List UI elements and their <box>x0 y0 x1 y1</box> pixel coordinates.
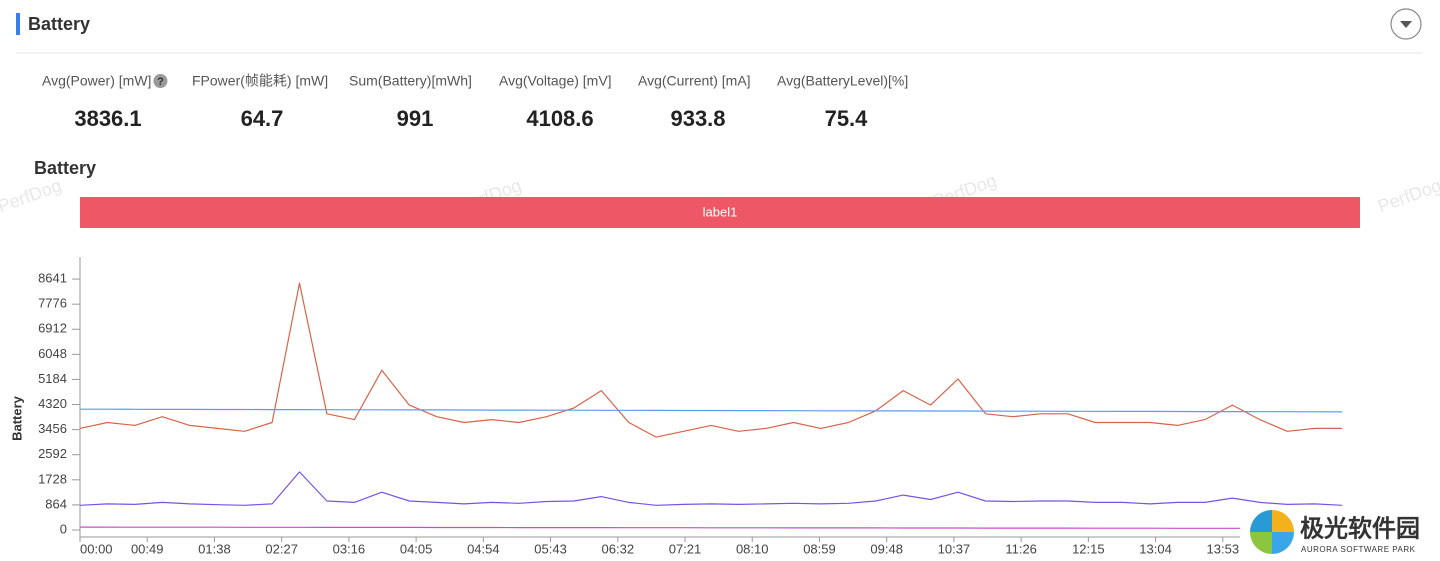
logo-tagline: AURORA SOFTWARE PARK <box>1301 545 1416 554</box>
stats: Avg(Power) [mW] 3836.1? FPower(帧能耗) [mW] 64… <box>42 73 908 131</box>
x-tick-label: 00:00 <box>80 541 113 556</box>
label-band <box>80 197 1360 228</box>
x-tick-label: 02:27 <box>265 541 298 556</box>
y-tick-label: 6912 <box>38 321 67 336</box>
stat-label: Avg(Current) [mA] <box>638 73 751 89</box>
logo-name: 极光软件园 <box>1300 514 1420 542</box>
stat-label: FPower(帧能耗) [mW] <box>192 73 328 89</box>
y-tick-label: 5184 <box>38 371 67 386</box>
x-tick-label: 05:43 <box>534 541 567 556</box>
stat-label: Avg(BatteryLevel)[%] <box>777 73 908 89</box>
y-tick-label: 1728 <box>38 471 67 486</box>
x-tick-label: 03:16 <box>333 541 366 556</box>
stat-label: Sum(Battery)[mWh] <box>349 73 472 89</box>
stat-label: Avg(Voltage) [mV] <box>499 73 612 89</box>
logo-piece <box>1250 532 1272 554</box>
stat-value: 991 <box>397 106 434 131</box>
x-tick-label: 08:59 <box>803 541 836 556</box>
logo-piece <box>1272 510 1294 532</box>
series-line <box>80 408 1343 413</box>
watermark: PerfDog <box>0 175 64 216</box>
x-tick-label: 13:04 <box>1139 541 1172 556</box>
chart-title: Battery <box>34 158 96 178</box>
y-tick-label: 2592 <box>38 446 67 461</box>
logo: 极光软件园 AURORA SOFTWARE PARK <box>1240 506 1440 561</box>
x-tick-label: 04:05 <box>400 541 433 556</box>
chart: label1 Battery 0 864 1728 2592 3456 4320 5184 604… <box>9 197 1360 556</box>
y-axis-label: Battery <box>9 395 24 441</box>
stat-value: 75.4 <box>825 106 869 131</box>
stat-value: 64.7 <box>241 106 284 131</box>
panel-title: Battery <box>28 14 90 34</box>
series-line <box>79 471 1343 506</box>
x-tick-label: 11:26 <box>1005 541 1037 556</box>
x-tick-label: 04:54 <box>467 541 500 556</box>
stat-value: 4108.6 <box>526 106 593 131</box>
collapse-arrow[interactable] <box>1400 21 1412 28</box>
x-tick-label: 01:38 <box>198 541 231 556</box>
x-tick-label: 08:10 <box>736 541 769 556</box>
stat-value: 933.8 <box>670 106 725 131</box>
x-tick-label: 09:48 <box>870 541 903 556</box>
y-tick-label: 6048 <box>38 346 67 361</box>
x-tick-label: 13:53 <box>1207 541 1240 556</box>
y-tick-label: 0 <box>60 521 67 536</box>
series-line <box>79 282 1343 438</box>
title-accent <box>16 13 20 35</box>
collapse-button[interactable] <box>1390 8 1422 40</box>
y-tick-label: 864 <box>45 496 67 511</box>
logo-piece <box>1272 532 1294 554</box>
help-icon <box>153 74 168 88</box>
y-tick-label: 3456 <box>38 421 67 436</box>
x-tick-label: 12:15 <box>1072 541 1105 556</box>
stat-label: Avg(Power) [mW] <box>42 73 151 89</box>
label-band-text: label1 <box>703 204 738 219</box>
series-line <box>80 526 1343 530</box>
x-tick-label: 10:37 <box>938 541 971 556</box>
stat-value: 3836.1 <box>74 106 141 131</box>
y-tick-label: 8641 <box>38 270 67 285</box>
help-icon-mark: ? <box>157 76 164 88</box>
x-tick-label: 07:21 <box>669 541 702 556</box>
logo-piece <box>1250 510 1272 532</box>
y-tick-label: 4320 <box>38 396 67 411</box>
watermark: PerfDog <box>1375 175 1440 216</box>
x-tick-label: 06:32 <box>602 541 635 556</box>
y-tick-label: 7776 <box>38 296 67 311</box>
x-tick-label: 00:49 <box>131 541 164 556</box>
